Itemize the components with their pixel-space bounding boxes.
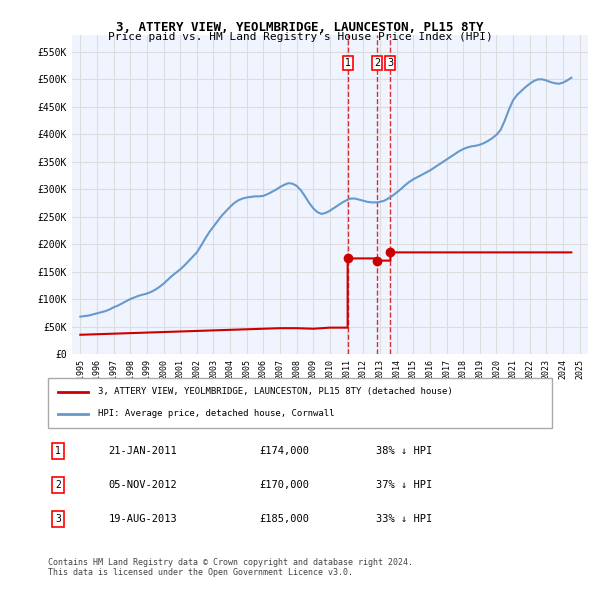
Text: HPI: Average price, detached house, Cornwall: HPI: Average price, detached house, Corn… (98, 409, 335, 418)
Text: Contains HM Land Registry data © Crown copyright and database right 2024.
This d: Contains HM Land Registry data © Crown c… (48, 558, 413, 577)
Text: 19-AUG-2013: 19-AUG-2013 (109, 514, 177, 524)
Text: 37% ↓ HPI: 37% ↓ HPI (376, 480, 432, 490)
Text: 33% ↓ HPI: 33% ↓ HPI (376, 514, 432, 524)
Text: 05-NOV-2012: 05-NOV-2012 (109, 480, 177, 490)
Text: 2: 2 (55, 480, 61, 490)
Text: 1: 1 (55, 446, 61, 456)
Text: 3: 3 (388, 58, 394, 68)
Text: 2: 2 (374, 58, 380, 68)
Text: 38% ↓ HPI: 38% ↓ HPI (376, 446, 432, 456)
Text: 3, ATTERY VIEW, YEOLMBRIDGE, LAUNCESTON, PL15 8TY (detached house): 3, ATTERY VIEW, YEOLMBRIDGE, LAUNCESTON,… (98, 387, 453, 396)
Text: Price paid vs. HM Land Registry's House Price Index (HPI): Price paid vs. HM Land Registry's House … (107, 32, 493, 42)
Text: £170,000: £170,000 (260, 480, 310, 490)
Text: 3, ATTERY VIEW, YEOLMBRIDGE, LAUNCESTON, PL15 8TY: 3, ATTERY VIEW, YEOLMBRIDGE, LAUNCESTON,… (116, 21, 484, 34)
Text: £185,000: £185,000 (260, 514, 310, 524)
Text: 3: 3 (55, 514, 61, 524)
Text: 1: 1 (344, 58, 351, 68)
FancyBboxPatch shape (48, 378, 552, 428)
Text: £174,000: £174,000 (260, 446, 310, 456)
Text: 21-JAN-2011: 21-JAN-2011 (109, 446, 177, 456)
